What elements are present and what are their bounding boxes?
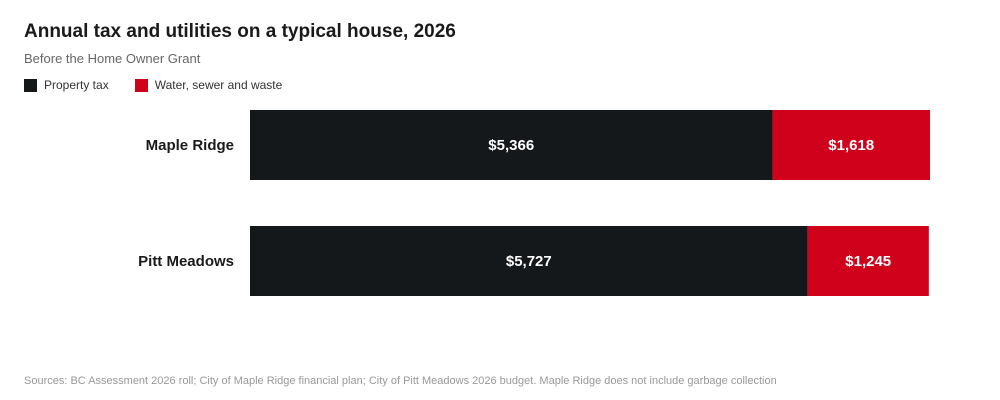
- category-label-pitt-meadows: Pitt Meadows: [138, 253, 234, 270]
- chart-subtitle: Before the Home Owner Grant: [24, 51, 201, 66]
- data-label-maple-ridge-water-sewer-and-waste: $1,618: [828, 137, 874, 154]
- legend-label-water-sewer-waste: Water, sewer and waste: [154, 78, 283, 92]
- legend-swatch-water-sewer-waste: [134, 78, 148, 92]
- source-note: Sources: BC Assessment 2026 roll; City o…: [24, 375, 777, 387]
- category-label-maple-ridge: Maple Ridge: [146, 137, 234, 154]
- chart-title: Annual tax and utilities on a typical ho…: [24, 21, 456, 42]
- legend-item-property-tax: Property tax: [24, 78, 109, 92]
- data-label-maple-ridge-property-tax: $5,366: [488, 137, 534, 154]
- legend-label-property-tax: Property tax: [44, 78, 109, 92]
- data-label-pitt-meadows-property-tax: $5,727: [506, 253, 552, 270]
- data-label-pitt-meadows-water-sewer-and-waste: $1,245: [845, 253, 891, 270]
- bar-pitt-meadows-water-sewer-and-waste: [807, 226, 929, 296]
- legend-swatch-property-tax: [24, 78, 37, 92]
- bar-maple-ridge-water-sewer-and-waste: [772, 110, 930, 180]
- bar-pitt-meadows-property-tax: [250, 226, 808, 296]
- bar-maple-ridge-property-tax: [250, 110, 773, 180]
- legend-item-water-sewer-waste: Water, sewer and waste: [134, 78, 283, 92]
- legend: Property tax Water, sewer and waste: [24, 78, 308, 92]
